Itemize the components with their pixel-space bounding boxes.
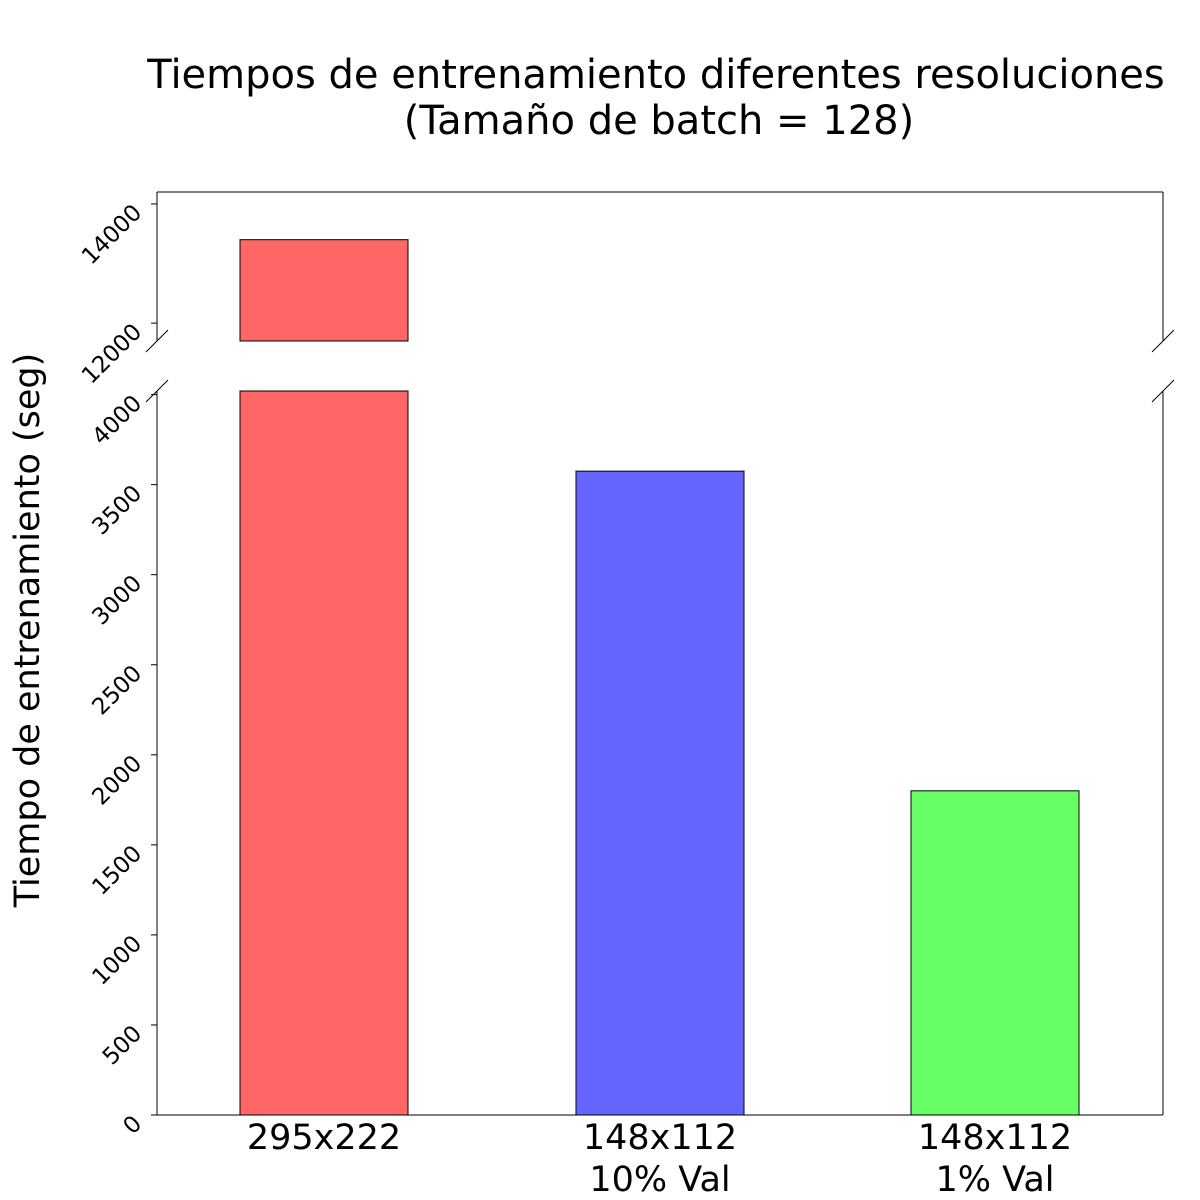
y-tick-label-lower-4000: 4000 (87, 390, 147, 450)
bar-1-upper (239, 239, 409, 342)
y-tick-label-lower-2000: 2000 (87, 751, 147, 811)
y-tick-label-upper-14000: 14000 (77, 200, 147, 270)
y-tick-label-lower-1500: 1500 (87, 841, 147, 901)
bar-1-lower (239, 390, 409, 1116)
y-tick-label-lower-2500: 2500 (87, 661, 147, 721)
y-axis-label: Tiempo de entrenamiento (seg) (8, 353, 48, 909)
break-mark-lower-right (1151, 379, 1175, 403)
y-tick-label-lower-3000: 3000 (87, 571, 147, 631)
y-tick-label-lower-3500: 3500 (87, 481, 147, 541)
bar-2 (575, 470, 745, 1116)
y-tick-label-lower-1000: 1000 (87, 931, 147, 991)
break-mark-lower-left (145, 379, 169, 403)
x-tick-label-2-line-2: 10% Val (589, 1160, 730, 1200)
chart-title-line-1: Tiempos de entrenamiento diferentes reso… (146, 52, 1165, 98)
break-mark-upper-left (145, 329, 169, 353)
x-tick-label-3-line-2: 1% Val (935, 1160, 1054, 1200)
y-tick-label-lower-500: 500 (98, 1021, 147, 1070)
x-tick-label-2-line-1: 148x112 (583, 1118, 737, 1158)
chart-title-line-2: (Tamaño de batch = 128) (404, 98, 915, 144)
bar-3 (910, 790, 1080, 1116)
break-mark-upper-right (1151, 329, 1175, 353)
x-tick-label-3-line-1: 148x112 (918, 1118, 1072, 1158)
x-tick-label-1-line-1: 295x222 (247, 1118, 401, 1158)
y-tick-label-upper-12000: 12000 (77, 319, 147, 389)
y-tick-label-lower-0: 0 (119, 1111, 148, 1140)
plot-area: 12000 14000 0 500 1000 1500 2000 2500 3000 3500 40… (77, 191, 1175, 1200)
